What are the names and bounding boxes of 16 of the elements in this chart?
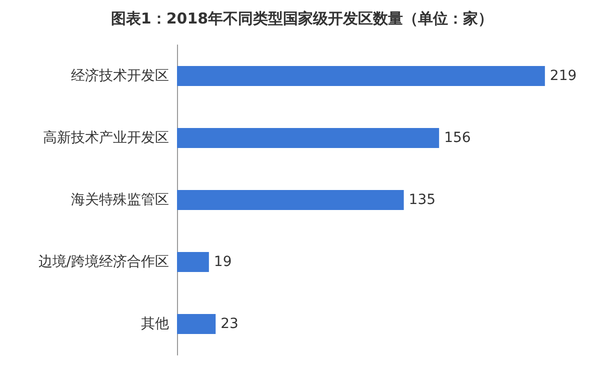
bar <box>177 66 545 86</box>
data-label: 156 <box>444 130 471 146</box>
data-label: 135 <box>408 192 436 208</box>
data-label: 19 <box>214 254 232 270</box>
y-tick-label: 高新技术产业开发区 <box>43 130 169 146</box>
bar <box>177 190 404 210</box>
bar <box>177 128 440 148</box>
bar <box>177 314 216 334</box>
y-tick-label: 其他 <box>141 316 169 332</box>
data-label: 23 <box>220 316 238 332</box>
y-tick-label: 经济技术开发区 <box>71 68 169 84</box>
bar <box>177 252 209 272</box>
chart-title: 图表1：2018年不同类型国家级开发区数量（单位：家） <box>110 10 494 28</box>
y-tick-label: 边境/跨境经济合作区 <box>38 254 169 270</box>
data-label: 219 <box>550 68 577 84</box>
y-tick-label: 海关特殊监管区 <box>71 192 169 208</box>
